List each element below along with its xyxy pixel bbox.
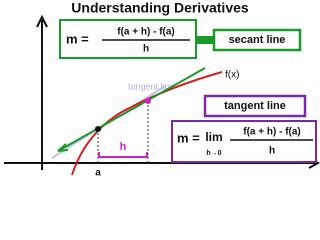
h-label: h (120, 141, 127, 153)
secant-arrow (57, 143, 69, 152)
secant-line (57, 67, 206, 152)
tangent-formula-box (171, 120, 317, 163)
tangent-lhs: m = (177, 130, 200, 145)
y-arrow (36, 14, 48, 28)
secant-label: secant line (229, 34, 286, 46)
connector (196, 36, 214, 44)
curve (71, 71, 223, 176)
tangent-numerator: f(a + h) - f(a) (243, 127, 301, 138)
tangent-lim: lim (205, 130, 222, 144)
tangent-label-box (203, 94, 307, 118)
curve-label: f(x) (225, 70, 239, 81)
secant-numerator: f(a + h) - f(a) (117, 27, 175, 38)
secant-label-box (212, 28, 302, 52)
x-label: a (95, 168, 101, 179)
tangent-hint: tangent line (128, 81, 175, 91)
secant-lhs: m = (66, 31, 89, 46)
tangent-label: tangent line (224, 100, 286, 112)
tangent-lim-sub: h→0 (206, 150, 221, 157)
h-bracket (98, 152, 148, 158)
diagram: Understanding Derivatives tangent line f… (4, 0, 320, 179)
title: Understanding Derivatives (71, 0, 249, 16)
point-ah (145, 98, 151, 104)
point-a (95, 126, 101, 132)
tangent-denominator: h (269, 146, 275, 157)
secant-denominator: h (143, 44, 149, 55)
